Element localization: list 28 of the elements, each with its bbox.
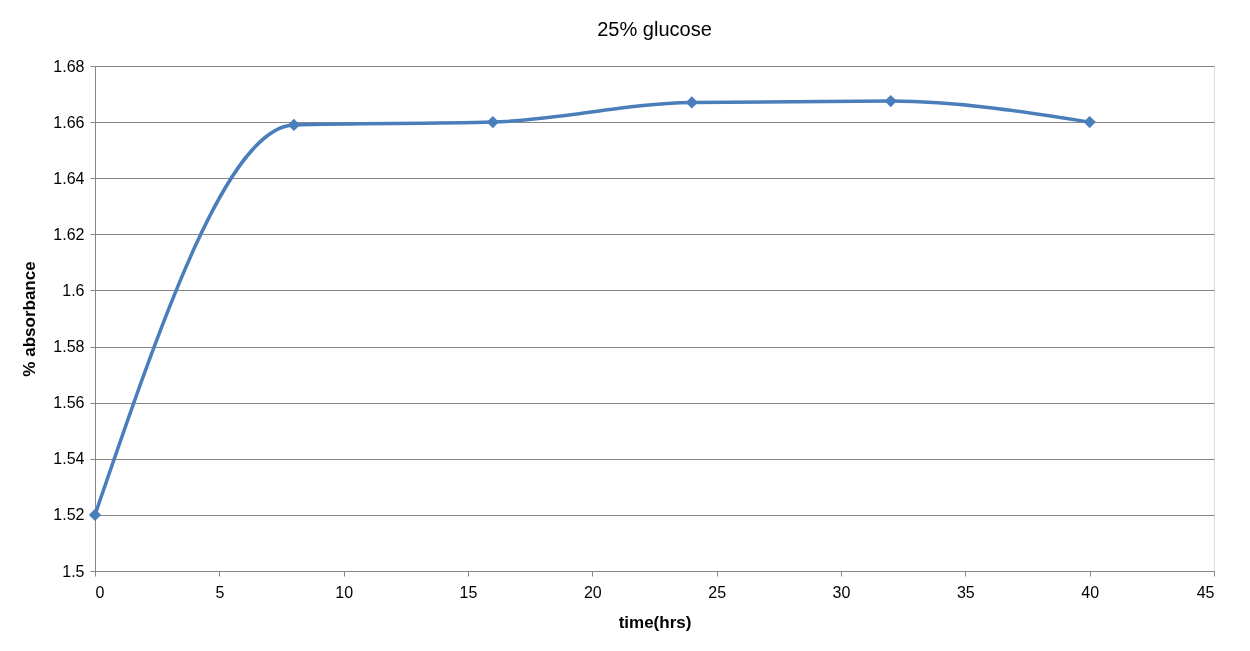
x-tick-label: 0 — [95, 583, 105, 601]
x-tick-label: 40 — [1081, 583, 1100, 601]
x-tick-label: 15 — [459, 583, 478, 601]
point — [486, 115, 499, 129]
x-tick-label: 45 — [1196, 583, 1215, 601]
point — [884, 94, 897, 108]
y-axis-title: % absorbance — [20, 261, 40, 377]
x-tick-label: 5 — [215, 583, 225, 601]
x-tick-label: 25 — [708, 583, 727, 601]
x-tick-label: 30 — [832, 583, 851, 601]
point — [88, 508, 102, 522]
y-tick-label: 1.52 — [53, 506, 85, 524]
y-tick-label: 1.64 — [53, 169, 85, 187]
point — [1083, 115, 1096, 129]
chart-title: 25% glucose — [597, 18, 712, 40]
y-tick-label: 1.66 — [53, 113, 85, 131]
y-tick-label: 1.54 — [53, 450, 85, 468]
y-tick-label: 1.5 — [62, 562, 85, 580]
x-tick-label: 10 — [335, 583, 354, 601]
y-tick-label: 1.58 — [53, 338, 85, 356]
y-tick-label: 1.62 — [53, 225, 85, 243]
y-tick-label: 1.68 — [53, 57, 85, 75]
x-axis-title: time(hrs) — [618, 612, 692, 632]
y-tick-label: 1.56 — [53, 394, 85, 412]
point — [287, 118, 301, 132]
y-tick-label: 1.6 — [62, 281, 85, 299]
x-tick-label: 35 — [956, 583, 975, 601]
x-tick-label: 20 — [583, 583, 602, 601]
